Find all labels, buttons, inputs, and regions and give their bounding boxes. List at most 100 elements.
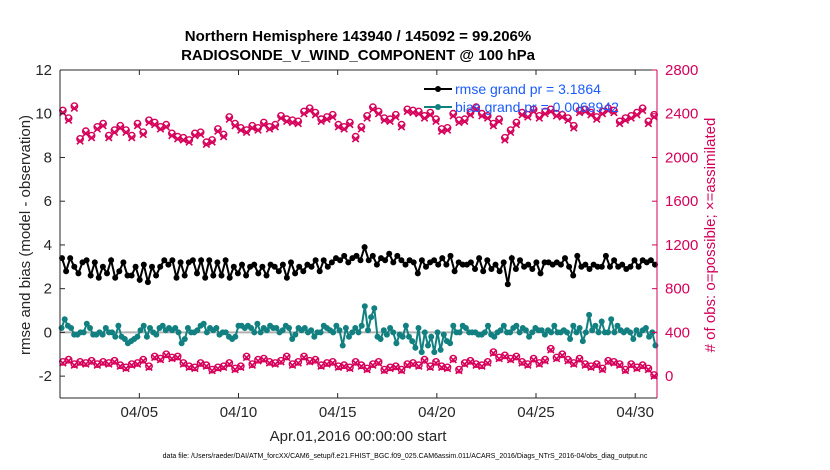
data-point bbox=[346, 120, 354, 129]
data-point bbox=[156, 125, 165, 133]
data-point bbox=[308, 263, 315, 270]
data-point bbox=[363, 365, 371, 374]
data-point bbox=[361, 303, 368, 310]
data-point bbox=[489, 349, 498, 357]
data-point bbox=[294, 359, 302, 367]
data-point bbox=[328, 113, 337, 121]
data-point bbox=[564, 329, 570, 336]
data-point bbox=[328, 359, 337, 367]
data-point bbox=[317, 329, 324, 336]
data-point bbox=[292, 331, 299, 338]
data-point bbox=[222, 257, 229, 264]
data-point bbox=[206, 257, 213, 264]
data-point bbox=[443, 126, 452, 134]
data-point bbox=[386, 117, 394, 126]
data-point bbox=[386, 250, 393, 257]
data-point bbox=[633, 111, 641, 119]
data-point bbox=[432, 357, 440, 366]
data-point bbox=[575, 355, 584, 364]
data-point bbox=[418, 349, 425, 356]
data-point bbox=[432, 359, 440, 367]
data-point bbox=[355, 329, 362, 336]
data-point bbox=[415, 325, 422, 331]
data-point bbox=[569, 124, 578, 132]
data-point bbox=[529, 355, 538, 364]
data-point bbox=[611, 329, 618, 336]
data-point bbox=[569, 360, 578, 368]
data-point bbox=[483, 357, 492, 366]
data-point bbox=[334, 363, 343, 372]
data-point bbox=[184, 325, 191, 331]
data-point bbox=[301, 325, 308, 331]
data-point bbox=[173, 135, 182, 143]
data-point bbox=[437, 346, 444, 353]
data-point bbox=[104, 270, 110, 277]
data-point bbox=[189, 257, 196, 264]
data-point bbox=[219, 132, 228, 141]
data-point bbox=[71, 263, 78, 270]
data-point bbox=[455, 118, 463, 127]
data-point bbox=[345, 259, 352, 266]
data-point bbox=[443, 364, 452, 373]
data-point bbox=[260, 355, 268, 364]
data-point bbox=[512, 120, 521, 129]
data-point bbox=[587, 363, 595, 372]
data-point bbox=[455, 365, 463, 374]
data-point bbox=[513, 322, 520, 329]
data-point bbox=[491, 333, 498, 340]
data-point bbox=[522, 327, 529, 334]
data-point bbox=[93, 361, 102, 369]
data-point bbox=[524, 113, 532, 121]
data-point bbox=[592, 115, 601, 123]
series-1 bbox=[58, 303, 659, 356]
data-point bbox=[604, 106, 612, 115]
data-point bbox=[316, 268, 323, 275]
data-point bbox=[191, 131, 199, 140]
data-point bbox=[110, 128, 119, 137]
data-point bbox=[202, 140, 211, 149]
data-point bbox=[82, 129, 90, 138]
data-point bbox=[488, 266, 495, 272]
data-point bbox=[323, 360, 331, 368]
data-point bbox=[288, 259, 294, 266]
data-point bbox=[251, 261, 258, 268]
data-point bbox=[305, 358, 314, 366]
data-point bbox=[447, 252, 454, 259]
data-point bbox=[324, 263, 331, 270]
data-point bbox=[91, 259, 98, 266]
data-point bbox=[237, 363, 245, 372]
data-point bbox=[497, 327, 504, 334]
data-point bbox=[234, 270, 241, 277]
data-point bbox=[574, 252, 581, 259]
data-point bbox=[357, 257, 364, 264]
data-point bbox=[265, 125, 274, 133]
data-point bbox=[277, 114, 285, 122]
data-point bbox=[638, 362, 647, 371]
data-point bbox=[292, 270, 299, 277]
data-point bbox=[333, 322, 340, 329]
data-point bbox=[595, 329, 602, 336]
data-point bbox=[415, 362, 423, 371]
data-point bbox=[340, 125, 348, 133]
y-tick-label-right: 1600 bbox=[665, 193, 698, 210]
data-point bbox=[102, 325, 109, 331]
data-point bbox=[243, 272, 250, 279]
x-tick-label: 04/05 bbox=[121, 404, 159, 421]
data-point bbox=[345, 363, 354, 372]
data-point bbox=[105, 360, 113, 368]
data-point bbox=[341, 252, 348, 259]
data-point bbox=[177, 259, 184, 266]
y-tick-label: 6 bbox=[44, 193, 52, 210]
data-point bbox=[196, 360, 205, 368]
series-5 bbox=[59, 346, 658, 380]
data-point bbox=[418, 257, 425, 264]
data-point bbox=[145, 362, 153, 371]
data-point bbox=[99, 121, 107, 130]
data-point bbox=[300, 109, 308, 118]
data-point bbox=[358, 322, 365, 329]
data-point bbox=[621, 365, 630, 374]
data-point bbox=[105, 134, 113, 142]
data-point bbox=[496, 268, 503, 275]
data-point bbox=[386, 364, 394, 373]
data-point bbox=[604, 358, 612, 366]
